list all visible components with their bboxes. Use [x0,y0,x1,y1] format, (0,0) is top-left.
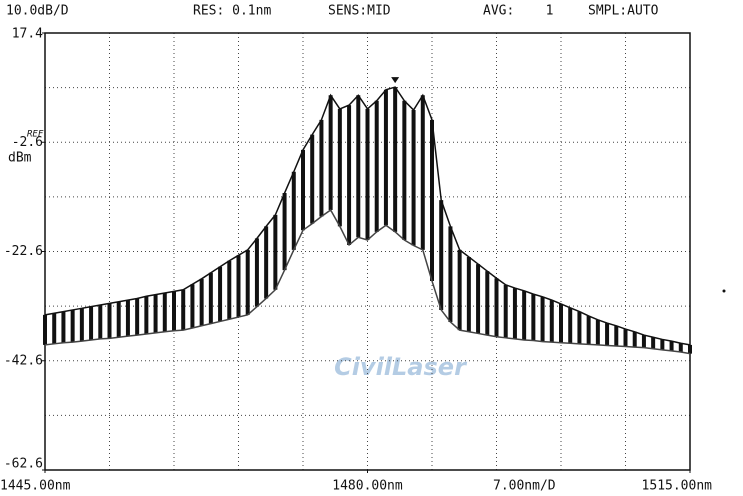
span-label: 7.00nm/D [493,479,556,494]
avg-label: AVG: 1 [483,4,553,19]
unit-label: dBm [8,151,32,166]
res-label: RES: 0.1nm [193,4,271,19]
y-tick-label: 17.4 [12,27,43,42]
dot [722,289,726,293]
scale-label: 10.0dB/D [6,4,69,19]
sens-label: SENS:MID [328,4,391,19]
y-tick-label: -2.6 [12,135,43,150]
smpl-label: SMPL:AUTO [588,4,659,19]
y-tick-label: -22.6 [4,244,43,259]
x-tick-label: 1445.00nm [0,479,71,494]
watermark: CivilLaser [334,353,468,381]
x-tick-label: 1480.00nm [332,479,403,494]
peak-marker [391,77,400,84]
trace-envelope [44,86,691,346]
y-tick-label: -42.6 [4,353,43,368]
x-tick-label: 1515.00nm [642,479,713,494]
y-tick-label: -62.6 [4,457,43,472]
trace-envelope [44,208,691,355]
ref-label: REF [27,130,44,140]
